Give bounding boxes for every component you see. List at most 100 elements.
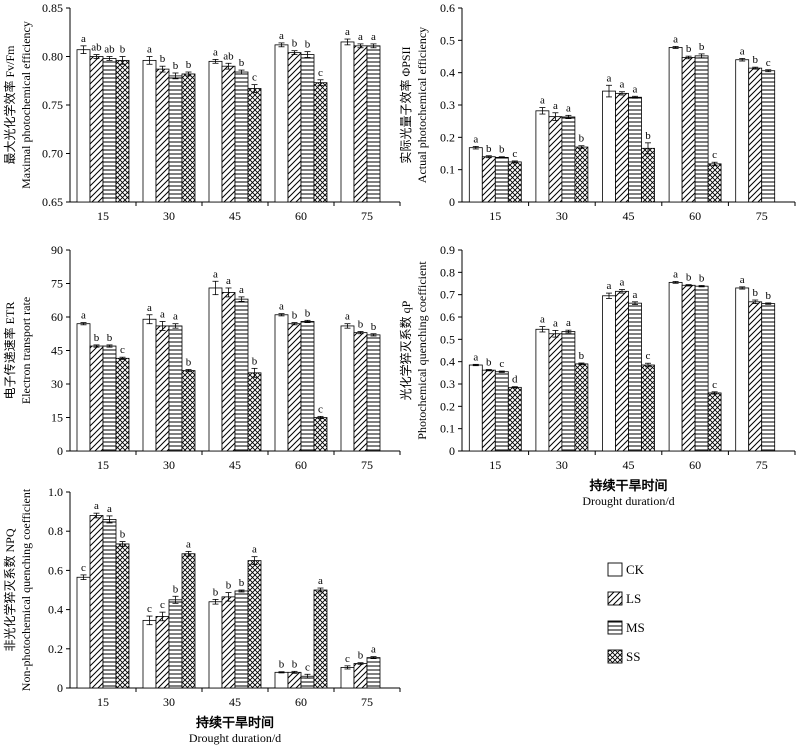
significance-letter: b bbox=[120, 529, 126, 541]
significance-letter: b bbox=[752, 54, 758, 66]
y-tick-label: 45 bbox=[51, 344, 63, 358]
x-axis-title-cn: 持续干旱时间 bbox=[196, 715, 274, 730]
significance-letter: b bbox=[186, 59, 192, 71]
bar-ms bbox=[168, 325, 183, 452]
bar-ms bbox=[300, 54, 315, 203]
bar-ls bbox=[353, 45, 368, 203]
significance-letter: a bbox=[633, 83, 638, 95]
bar-ck bbox=[340, 325, 355, 452]
bar-ms bbox=[628, 302, 642, 452]
bar-ls bbox=[221, 65, 236, 203]
x-tick-label: 30 bbox=[163, 458, 175, 472]
bar-ls bbox=[155, 68, 170, 203]
bar-ms bbox=[561, 331, 576, 452]
significance-letter: b bbox=[305, 307, 311, 319]
legend-label: CK bbox=[626, 562, 645, 577]
bar-ss bbox=[707, 163, 722, 203]
significance-letter: a bbox=[94, 500, 99, 512]
significance-letter: a bbox=[473, 133, 478, 145]
bar-ck bbox=[602, 295, 616, 452]
significance-letter: a bbox=[620, 79, 625, 91]
significance-letter: ab bbox=[104, 44, 115, 56]
significance-letter: b bbox=[160, 53, 166, 65]
significance-letter: b bbox=[279, 659, 285, 671]
bar-ss bbox=[574, 363, 589, 452]
y-axis-label-cn: 实际光量子效率 ΦPSII bbox=[398, 46, 413, 163]
bar-ls bbox=[748, 301, 763, 452]
y-tick-label: 15 bbox=[51, 411, 63, 425]
bar-ck bbox=[535, 328, 550, 452]
significance-letter: a bbox=[358, 31, 363, 43]
x-tick-label: 45 bbox=[229, 458, 241, 472]
significance-letter: b bbox=[252, 355, 258, 367]
significance-letter: a bbox=[371, 644, 376, 656]
x-tick-label: 45 bbox=[229, 209, 241, 223]
bar-ms bbox=[168, 75, 183, 203]
significance-letter: b bbox=[699, 273, 705, 285]
bar-ls bbox=[548, 333, 563, 452]
bar-ms bbox=[102, 345, 117, 452]
bar-ck bbox=[142, 619, 157, 689]
significance-letter: b bbox=[186, 356, 192, 368]
significance-letter: b bbox=[686, 272, 692, 284]
x-axis-title-en: Drought duration/d bbox=[582, 494, 674, 508]
significance-letter: a bbox=[607, 72, 612, 84]
significance-letter: c bbox=[345, 653, 350, 665]
bar-ss bbox=[707, 392, 722, 452]
significance-letter: a bbox=[553, 100, 558, 112]
significance-letter: c bbox=[712, 149, 717, 161]
bar-ms bbox=[494, 371, 509, 452]
significance-letter: a bbox=[186, 538, 191, 550]
bar-ms bbox=[168, 599, 183, 689]
y-tick-label: 0.1 bbox=[440, 422, 455, 436]
significance-letter: c bbox=[120, 344, 125, 356]
significance-letter: a bbox=[147, 302, 152, 314]
bar-ls bbox=[221, 292, 236, 452]
bar-ss bbox=[181, 553, 196, 689]
bar-ck bbox=[208, 287, 223, 452]
legend-swatch-ck bbox=[607, 562, 623, 577]
x-tick-label: 60 bbox=[689, 458, 701, 472]
bar-ms bbox=[102, 519, 117, 689]
significance-letter: a bbox=[473, 351, 478, 363]
y-tick-label: 0.5 bbox=[440, 33, 455, 47]
significance-letter: b bbox=[226, 580, 232, 592]
x-tick-label: 60 bbox=[689, 209, 701, 223]
bar-ls bbox=[681, 57, 696, 203]
y-tick-label: 0.1 bbox=[440, 163, 455, 177]
bar-ms bbox=[366, 334, 381, 452]
significance-letter: b bbox=[358, 319, 364, 331]
significance-letter: a bbox=[318, 575, 323, 587]
y-tick-label: 0.5 bbox=[440, 332, 455, 346]
y-tick-label: 0 bbox=[57, 444, 63, 458]
significance-letter: a bbox=[673, 33, 678, 45]
x-tick-label: 60 bbox=[295, 458, 307, 472]
bar-ls bbox=[548, 116, 563, 203]
significance-letter: b bbox=[752, 287, 758, 299]
y-tick-label: 0 bbox=[449, 444, 455, 458]
significance-letter: a bbox=[279, 301, 284, 313]
y-axis-label-en: Photochemical quenching coefficient bbox=[415, 261, 429, 440]
bar-ls bbox=[615, 92, 629, 203]
x-tick-label: 30 bbox=[556, 458, 568, 472]
significance-letter: a bbox=[160, 308, 165, 320]
bar-ss bbox=[507, 161, 522, 203]
bar-ms bbox=[628, 96, 642, 203]
bar-ck bbox=[735, 59, 750, 203]
significance-letter: b bbox=[94, 332, 100, 344]
significance-letter: a bbox=[213, 46, 218, 58]
significance-letter: b bbox=[292, 658, 298, 670]
significance-letter: b bbox=[486, 356, 492, 368]
y-axis-label-cn: 电子传递速率 ETR bbox=[2, 302, 17, 400]
x-tick-label: 75 bbox=[361, 458, 373, 472]
legend-swatch-ls bbox=[607, 591, 623, 606]
y-tick-label: 0 bbox=[57, 681, 63, 695]
bar-ms bbox=[494, 156, 509, 203]
bar-ck bbox=[142, 318, 157, 452]
significance-letter: b bbox=[292, 38, 298, 50]
significance-letter: c bbox=[252, 72, 257, 84]
significance-letter: b bbox=[173, 60, 179, 72]
